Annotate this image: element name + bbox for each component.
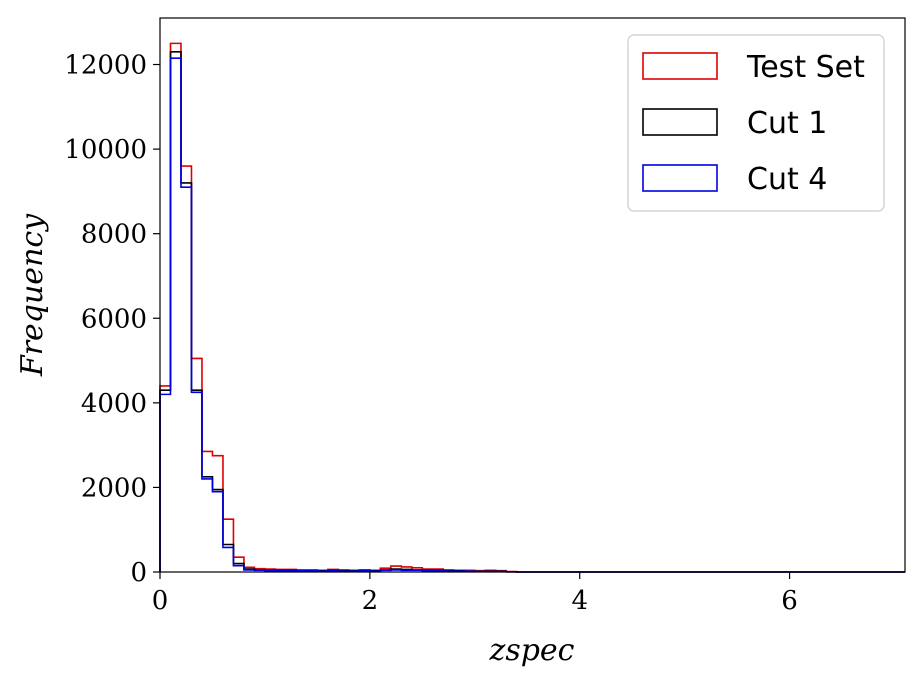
- y-tick-label: 2000: [81, 473, 147, 503]
- y-axis: 0 2000 4000 6000 8000 10000 12000: [64, 51, 160, 588]
- x-tick-label: 2: [362, 586, 379, 616]
- y-tick-label: 0: [130, 558, 147, 588]
- legend-label: Cut 4: [747, 162, 827, 197]
- y-tick-label: 4000: [81, 389, 147, 419]
- legend-swatch: [642, 52, 718, 80]
- y-axis-label: Frequency: [15, 213, 50, 377]
- x-axis-label: zspec: [489, 633, 575, 668]
- legend-label: Cut 1: [747, 106, 827, 141]
- y-tick-label: 10000: [64, 135, 147, 165]
- series-cut-4-line: [159, 57, 905, 573]
- x-tick-label: 6: [781, 586, 798, 616]
- legend-swatch: [642, 108, 718, 136]
- x-tick-label: 4: [571, 586, 588, 616]
- y-tick-label: 6000: [81, 304, 147, 334]
- legend-swatch: [642, 164, 718, 192]
- y-tick-label: 12000: [64, 51, 147, 81]
- y-tick-label: 8000: [81, 220, 147, 250]
- plot-frame: [159, 17, 906, 573]
- x-axis: 0 2 4 6: [152, 572, 798, 616]
- x-tick-label: 0: [152, 586, 169, 616]
- legend-label: Test Set: [746, 50, 865, 85]
- series-layer: [159, 42, 905, 573]
- legend: Test Set Cut 1 Cut 4: [627, 34, 885, 212]
